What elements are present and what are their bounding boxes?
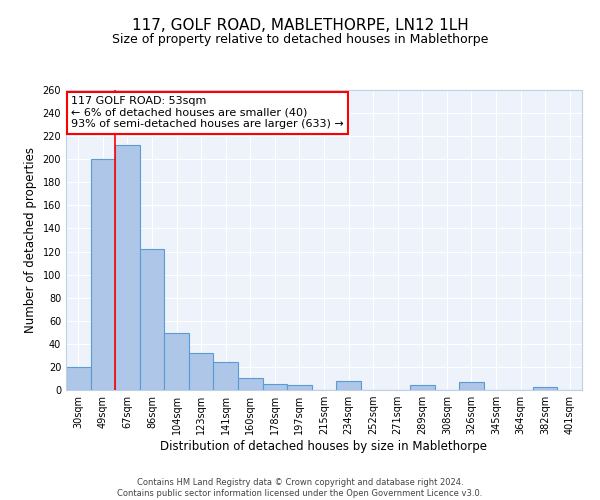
- Text: 117, GOLF ROAD, MABLETHORPE, LN12 1LH: 117, GOLF ROAD, MABLETHORPE, LN12 1LH: [131, 18, 469, 32]
- Bar: [410, 386, 434, 390]
- Bar: [91, 159, 115, 390]
- Bar: [533, 386, 557, 390]
- Bar: [66, 367, 91, 390]
- Y-axis label: Number of detached properties: Number of detached properties: [24, 147, 37, 333]
- Bar: [287, 386, 312, 390]
- Text: Contains HM Land Registry data © Crown copyright and database right 2024.
Contai: Contains HM Land Registry data © Crown c…: [118, 478, 482, 498]
- Bar: [164, 334, 189, 390]
- X-axis label: Distribution of detached houses by size in Mablethorpe: Distribution of detached houses by size …: [161, 440, 487, 453]
- Bar: [115, 146, 140, 390]
- Bar: [140, 249, 164, 390]
- Text: Size of property relative to detached houses in Mablethorpe: Size of property relative to detached ho…: [112, 32, 488, 46]
- Text: 117 GOLF ROAD: 53sqm
← 6% of detached houses are smaller (40)
93% of semi-detach: 117 GOLF ROAD: 53sqm ← 6% of detached ho…: [71, 96, 344, 129]
- Bar: [459, 382, 484, 390]
- Bar: [214, 362, 238, 390]
- Bar: [238, 378, 263, 390]
- Bar: [263, 384, 287, 390]
- Bar: [336, 381, 361, 390]
- Bar: [189, 353, 214, 390]
